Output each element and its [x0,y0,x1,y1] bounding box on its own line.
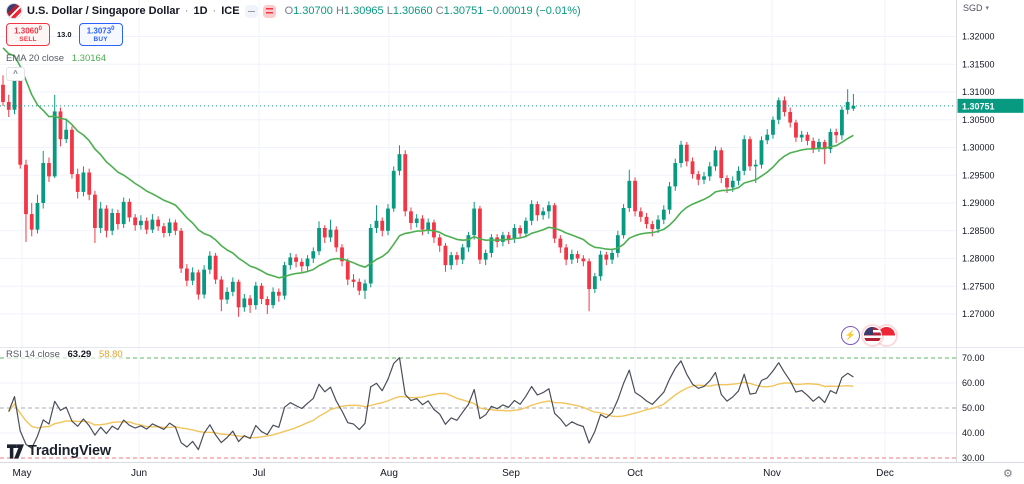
svg-text:1.28500: 1.28500 [962,226,995,236]
chevron-down-icon: ▾ [985,5,990,12]
ema-line[interactable] [2,47,854,279]
svg-text:70.00: 70.00 [962,353,985,363]
sell-button[interactable]: 1.30600 SELL [6,23,50,46]
symbol-title[interactable]: U.S. Dollar / Singapore Dollar [27,5,180,17]
axis-settings-button[interactable]: ⚙ [1003,467,1013,480]
minus-badge-icon[interactable] [244,4,258,18]
svg-text:Sep: Sep [502,468,520,479]
svg-text:1.27000: 1.27000 [962,309,995,319]
axis-labels: 1.32000 1.31500 1.31000 1.30500 1.30000 1.295… [13,32,995,480]
separator: · [184,5,189,17]
svg-text:40.00: 40.00 [962,428,985,438]
chevron-up-icon: ^ [13,69,18,78]
legend-collapse-button[interactable]: ^ [6,67,25,81]
pane-badges: ⚡ [841,326,896,345]
svg-text:Dec: Dec [876,468,894,479]
lightning-icon: ⚡ [844,330,857,340]
axes[interactable] [0,0,1024,463]
svg-text:1.28000: 1.28000 [962,254,995,264]
gear-icon: ⚙ [1003,468,1013,480]
legend: U.S. Dollar / Singapore Dollar · 1D · IC… [6,3,581,81]
svg-text:May: May [13,468,32,479]
tradingview-logo-text: TradingView [28,443,111,459]
spread-value: 13.0 [57,30,72,39]
separator: · [212,5,217,17]
svg-text:Jul: Jul [253,468,266,479]
menu-badge-icon[interactable] [262,4,276,18]
svg-text:Jun: Jun [131,468,147,479]
buy-button[interactable]: 1.30730 BUY [78,23,123,46]
gridlines [0,0,956,462]
rsi-line[interactable] [8,357,854,451]
svg-text:1.31500: 1.31500 [962,59,995,69]
price-change: −0.00019 (−0.01%) [486,5,581,17]
svg-text:1.30500: 1.30500 [962,115,995,125]
exchange[interactable]: ICE [221,5,240,17]
last-price-label: 1.30751 [957,98,1024,113]
svg-text:50.00: 50.00 [962,403,985,413]
currency-selector[interactable]: SGD ▾ [963,3,990,13]
candlestick-series[interactable] [1,69,856,317]
svg-text:Nov: Nov [763,468,781,479]
svg-text:1.31000: 1.31000 [962,87,995,97]
ema-legend[interactable]: EMA 20 close 1.30164 [6,53,107,64]
svg-text:30.00: 30.00 [962,453,985,463]
boost-button[interactable]: ⚡ [841,326,860,345]
us-flag-icon [863,326,882,345]
tradingview-logo-icon [7,443,24,459]
svg-text:1.30751: 1.30751 [962,101,995,111]
svg-text:1.27500: 1.27500 [962,281,995,291]
svg-text:1.29000: 1.29000 [962,198,995,208]
svg-text:60.00: 60.00 [962,378,985,388]
rsi-legend[interactable]: RSI 14 close 63.29 58.80 [6,349,123,360]
svg-text:Aug: Aug [380,468,398,479]
tradingview-logo[interactable]: TradingView [7,443,111,459]
instrument-flags[interactable] [863,326,896,345]
ohlc-readout: O1.30700 H1.30965 L1.30660 C1.30751 −0.0… [284,5,581,17]
svg-text:1.29500: 1.29500 [962,170,995,180]
svg-text:1.30000: 1.30000 [962,143,995,153]
svg-text:1.32000: 1.32000 [962,32,995,42]
svg-text:Oct: Oct [627,468,643,479]
instrument-flag-icon [6,3,22,19]
timeframe[interactable]: 1D [193,5,208,17]
rsi-ma-line[interactable] [8,381,854,439]
